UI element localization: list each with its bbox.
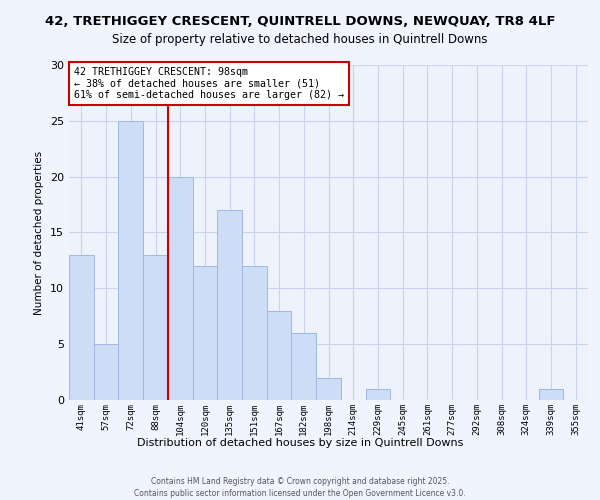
- Bar: [316, 378, 341, 400]
- Bar: [94, 344, 118, 400]
- Text: Distribution of detached houses by size in Quintrell Downs: Distribution of detached houses by size …: [137, 438, 463, 448]
- Text: 42 TRETHIGGEY CRESCENT: 98sqm
← 38% of detached houses are smaller (51)
61% of s: 42 TRETHIGGEY CRESCENT: 98sqm ← 38% of d…: [74, 67, 344, 100]
- Bar: [118, 121, 143, 400]
- Text: 42, TRETHIGGEY CRESCENT, QUINTRELL DOWNS, NEWQUAY, TR8 4LF: 42, TRETHIGGEY CRESCENT, QUINTRELL DOWNS…: [45, 15, 555, 28]
- Bar: [143, 255, 168, 400]
- Y-axis label: Number of detached properties: Number of detached properties: [34, 150, 44, 314]
- Bar: [242, 266, 267, 400]
- Bar: [193, 266, 217, 400]
- Bar: [69, 255, 94, 400]
- Bar: [217, 210, 242, 400]
- Text: Contains public sector information licensed under the Open Government Licence v3: Contains public sector information licen…: [134, 489, 466, 498]
- Bar: [292, 333, 316, 400]
- Bar: [539, 389, 563, 400]
- Bar: [365, 389, 390, 400]
- Bar: [267, 310, 292, 400]
- Bar: [168, 176, 193, 400]
- Text: Contains HM Land Registry data © Crown copyright and database right 2025.: Contains HM Land Registry data © Crown c…: [151, 478, 449, 486]
- Text: Size of property relative to detached houses in Quintrell Downs: Size of property relative to detached ho…: [112, 32, 488, 46]
